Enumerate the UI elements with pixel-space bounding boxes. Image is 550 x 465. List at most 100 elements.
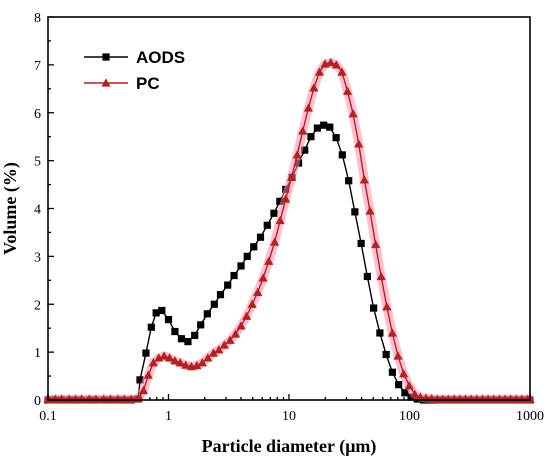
axis-ticks: 0.1 1 10 100 1000 0 1 2 3 4 5 6 7 8 [34,11,544,424]
data-point-aods [357,239,365,248]
data-point-aods [184,337,192,346]
data-point-pc [365,206,375,215]
series-line-pc [48,61,530,400]
data-point-aods [307,133,315,141]
legend: AODS PC [84,48,185,93]
data-point-pc [159,351,169,360]
data-point-pc [393,351,403,360]
series-layer [43,57,535,404]
data-point-pc [253,287,263,296]
data-point-pc [359,175,369,184]
legend-marker-pc [101,78,111,87]
series-aods [44,121,534,404]
data-point-aods [203,310,211,318]
legend-marker-shape [101,78,111,87]
x-tick-label: 0.1 [39,409,57,424]
data-point-pc [197,358,207,367]
data-point-pc [309,83,319,92]
data-point-aods [250,243,258,251]
data-point-aods [164,315,173,324]
data-point-pc [148,358,159,367]
data-point-aods [345,177,353,185]
data-point-aods [263,221,271,229]
data-point-aods [338,151,346,159]
data-point-pc [399,369,409,378]
legend-marker-shape [102,53,110,61]
y-tick-label: 1 [34,346,41,361]
data-point-pc [236,321,246,330]
data-point-aods [256,233,265,241]
data-point-pc [214,345,224,354]
y-tick-label: 5 [34,155,41,170]
data-point-aods [370,304,378,312]
legend-marker-aods [102,53,110,61]
data-point-aods [177,335,186,343]
data-point-pc [342,86,353,95]
data-point-pc [258,273,268,282]
data-point-aods [401,389,409,397]
series-glow-pc [43,57,535,404]
data-point-aods [191,331,199,339]
data-point-aods [216,291,225,299]
data-point-aods [147,323,155,331]
data-point-pc [404,381,414,390]
data-point-aods [152,309,160,317]
data-point-pc [275,215,285,225]
y-tick-label: 6 [34,107,41,122]
data-point-pc [376,271,386,281]
data-point-pc [286,172,297,182]
data-point-aods [197,321,205,329]
data-point-pc [170,356,180,365]
data-point-aods [376,329,384,337]
data-point-pc [270,237,280,246]
data-point-pc [298,126,308,135]
data-point-pc [326,57,336,67]
series-line-aods [48,124,530,401]
data-point-pc [281,194,291,203]
data-point-pc [387,328,397,337]
data-point-aods [332,134,340,142]
data-point-pc [292,150,302,159]
data-point-pc [264,256,274,265]
data-point-pc [219,340,229,349]
data-point-pc [370,239,381,249]
data-point-pc [181,360,191,369]
x-axis-title: Particle diameter (μm) [202,436,377,457]
x-tick-label: 1 [165,409,172,424]
data-point-pc [415,392,426,401]
data-point-aods [326,123,334,131]
legend-label-pc: PC [136,74,160,93]
data-point-pc [242,311,252,320]
series-pc [43,57,535,404]
y-tick-label: 2 [34,298,41,313]
data-point-pc [164,353,175,362]
data-point-aods [210,300,218,308]
data-point-pc [303,103,314,112]
data-point-pc [314,67,325,76]
data-point-aods [395,381,403,389]
data-point-aods [237,262,245,270]
y-tick-label: 7 [34,59,41,74]
data-point-pc [410,389,420,398]
data-point-aods [142,349,150,357]
x-tick-label: 1000 [516,409,544,424]
data-point-pc [247,299,257,308]
data-point-pc [382,302,392,311]
data-point-pc [337,67,347,76]
data-point-pc [192,360,202,370]
data-point-aods [382,350,390,359]
data-point-pc [143,370,153,379]
data-point-pc [230,329,241,338]
data-point-aods [351,208,359,216]
data-point-aods [301,146,309,154]
data-point-aods [171,327,179,336]
y-axis-title: Volume (%) [0,162,21,255]
legend-label-aods: AODS [136,48,185,67]
data-point-aods [276,197,284,205]
x-tick-label: 100 [399,409,420,424]
data-point-aods [158,306,166,315]
data-point-pc [203,353,213,362]
data-point-pc [225,335,235,344]
data-point-aods [313,124,321,132]
